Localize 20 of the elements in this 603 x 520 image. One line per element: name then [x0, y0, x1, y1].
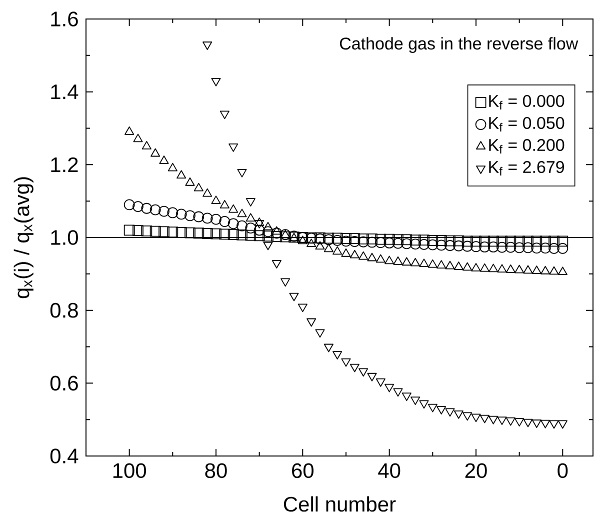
- x-tick-label: 0: [558, 463, 568, 478]
- legend-label: K$_{f}$ = 0.200: [489, 138, 564, 154]
- legend-title: Cathode gas in the reverse flow: [340, 37, 578, 53]
- x-axis-title: Cell number: [284, 496, 396, 512]
- x-tick-label: 40: [378, 463, 400, 478]
- y-tick-label: 1.2: [51, 157, 78, 172]
- x-tick-label: 80: [205, 463, 227, 478]
- legend-label: K$_{f}$ = 0.000: [489, 94, 564, 110]
- y-tick-label: 1.4: [51, 84, 78, 100]
- y-tick-label: 0.4: [50, 448, 78, 464]
- y-tick-label: 1.0: [51, 230, 78, 245]
- y-axis-title: q$_{x}$(i) / q$_{x}$(avg): [14, 177, 34, 298]
- x-tick-label: 60: [292, 463, 314, 478]
- y-tick-label: 1.6: [51, 12, 78, 26]
- legend-label: K$_{f}$ = 2.679: [489, 161, 564, 176]
- y-tick-label: 0.8: [50, 302, 78, 318]
- x-tick-label: 100: [113, 463, 146, 478]
- x-tick-label: 20: [465, 463, 487, 478]
- y-tick-label: 0.6: [50, 376, 78, 391]
- legend-label: K$_{f}$ = 0.050: [489, 116, 564, 132]
